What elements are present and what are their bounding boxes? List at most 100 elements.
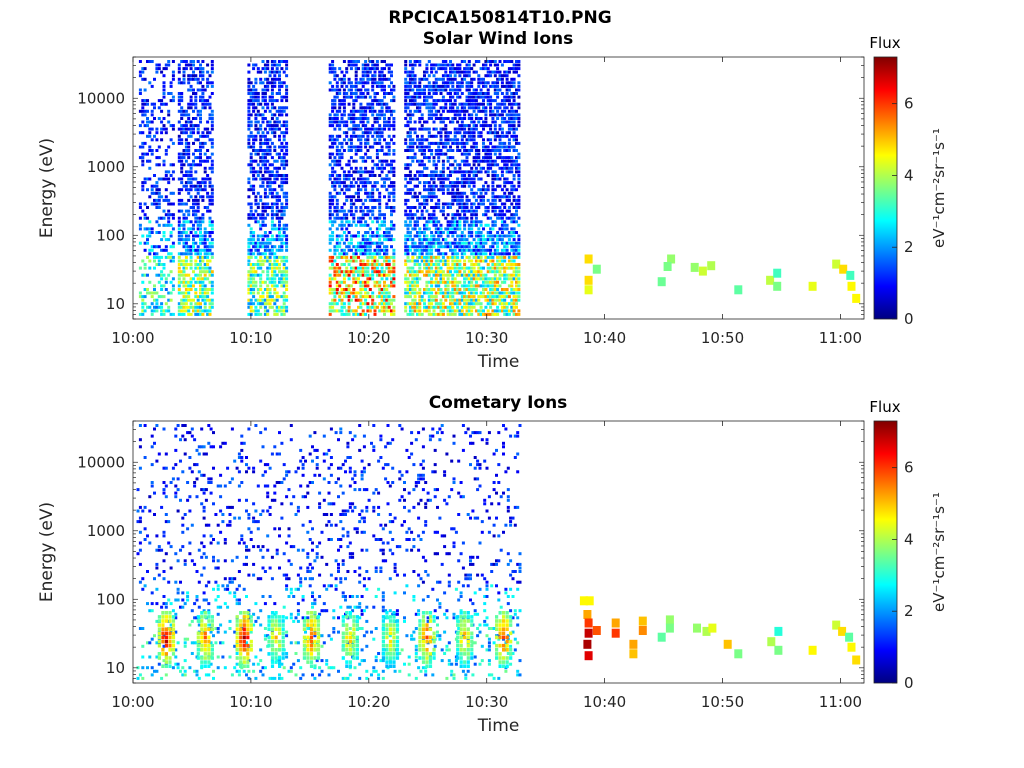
heatmap-cell bbox=[285, 309, 289, 313]
heatmap-cell bbox=[446, 280, 450, 284]
heatmap-cell bbox=[406, 124, 410, 128]
heatmap-cell bbox=[416, 220, 419, 224]
heatmap-cell bbox=[493, 291, 497, 295]
heatmap-cell bbox=[282, 134, 286, 138]
heatmap-cell bbox=[189, 134, 193, 138]
heatmap-cell bbox=[460, 124, 464, 128]
heatmap-cell bbox=[380, 102, 384, 106]
heatmap-cell bbox=[449, 174, 452, 177]
heatmap-cell bbox=[340, 302, 344, 306]
heatmap-cell bbox=[187, 106, 191, 110]
heatmap-cell bbox=[352, 312, 356, 316]
heatmap-cell bbox=[280, 84, 284, 88]
heatmap-cell bbox=[434, 220, 438, 224]
heatmap-cell bbox=[162, 117, 166, 120]
heatmap-cell bbox=[364, 141, 368, 145]
heatmap-cell bbox=[268, 184, 272, 188]
heatmap-cell bbox=[368, 145, 372, 149]
heatmap-cell bbox=[270, 163, 274, 167]
heatmap-cell bbox=[199, 81, 202, 85]
heatmap-cell bbox=[484, 81, 488, 85]
heatmap-cell bbox=[160, 138, 164, 142]
heatmap-cell bbox=[266, 302, 270, 306]
heatmap-cell bbox=[146, 305, 149, 309]
heatmap-cell bbox=[335, 88, 339, 92]
heatmap-cell bbox=[465, 124, 469, 128]
heatmap-cell bbox=[328, 163, 332, 167]
heatmap-cell bbox=[361, 284, 365, 288]
heatmap-cell bbox=[390, 181, 393, 185]
heatmap-cell bbox=[180, 60, 184, 63]
heatmap-cell bbox=[427, 74, 431, 78]
heatmap-cell bbox=[378, 248, 382, 252]
heatmap-cell bbox=[368, 248, 372, 252]
heatmap-cell bbox=[383, 270, 386, 274]
heatmap-cell bbox=[210, 163, 214, 167]
heatmap-cell bbox=[498, 152, 502, 156]
heatmap-cell bbox=[345, 270, 349, 274]
heatmap-cell bbox=[342, 241, 346, 245]
heatmap-cell bbox=[446, 227, 450, 231]
heatmap-cell bbox=[439, 117, 443, 120]
heatmap-cell bbox=[444, 60, 448, 63]
heatmap-cell bbox=[378, 134, 382, 138]
heatmap-cell bbox=[278, 77, 281, 81]
heatmap-cell bbox=[425, 138, 429, 142]
heatmap-cell bbox=[278, 174, 281, 177]
heatmap-cell bbox=[187, 113, 191, 117]
heatmap-cell bbox=[187, 312, 191, 316]
heatmap-cell bbox=[500, 252, 504, 256]
heatmap-cell bbox=[342, 216, 346, 220]
heatmap-cell bbox=[456, 198, 460, 202]
heatmap-cell bbox=[282, 213, 286, 217]
heatmap-cell bbox=[425, 106, 429, 110]
heatmap-cell bbox=[335, 149, 339, 152]
heatmap-cell bbox=[354, 88, 358, 92]
heatmap-cell bbox=[160, 312, 164, 316]
heatmap-cell bbox=[489, 63, 493, 67]
heatmap-cell bbox=[162, 234, 166, 238]
heatmap-cell bbox=[349, 223, 353, 227]
heatmap-cell bbox=[153, 106, 156, 110]
heatmap-cell bbox=[493, 295, 497, 299]
heatmap-cell bbox=[180, 231, 184, 234]
heatmap-cell bbox=[184, 255, 188, 259]
heatmap-cell bbox=[148, 305, 152, 309]
heatmap-cell bbox=[275, 127, 279, 131]
heatmap-cell bbox=[328, 266, 332, 270]
heatmap-cell bbox=[465, 81, 469, 85]
heatmap-cell bbox=[210, 124, 214, 128]
heatmap-cell bbox=[380, 74, 384, 78]
heatmap-cell bbox=[493, 99, 497, 103]
heatmap-cell bbox=[340, 216, 344, 220]
heatmap-cell bbox=[437, 238, 441, 242]
heatmap-cell bbox=[425, 259, 429, 263]
heatmap-cell bbox=[387, 170, 391, 174]
heatmap-cell bbox=[463, 245, 467, 249]
heatmap-cell bbox=[252, 309, 256, 313]
heatmap-cell bbox=[187, 149, 191, 152]
heatmap-cell bbox=[354, 248, 358, 252]
heatmap-cell bbox=[489, 166, 493, 170]
heatmap-cell bbox=[486, 159, 490, 163]
heatmap-cell bbox=[162, 295, 166, 299]
heatmap-cell bbox=[164, 280, 168, 284]
heatmap-cell bbox=[247, 252, 251, 256]
heatmap-cell bbox=[430, 248, 434, 252]
heatmap-cell bbox=[182, 184, 186, 188]
heatmap-cell bbox=[342, 131, 346, 135]
heatmap-cell bbox=[285, 277, 289, 281]
heatmap-cell bbox=[249, 270, 253, 274]
heatmap-cell bbox=[270, 263, 274, 266]
heatmap-cell bbox=[434, 223, 438, 227]
heatmap-cell bbox=[456, 191, 460, 195]
heatmap-cell bbox=[484, 63, 488, 67]
heatmap-cell bbox=[247, 298, 251, 302]
heatmap-cell bbox=[349, 206, 353, 209]
heatmap-cell bbox=[432, 216, 436, 220]
heatmap-cell bbox=[420, 241, 424, 245]
heatmap-cell bbox=[425, 255, 429, 259]
heatmap-cell bbox=[458, 270, 462, 274]
heatmap-cell bbox=[423, 223, 426, 227]
heatmap-cell bbox=[162, 74, 166, 78]
